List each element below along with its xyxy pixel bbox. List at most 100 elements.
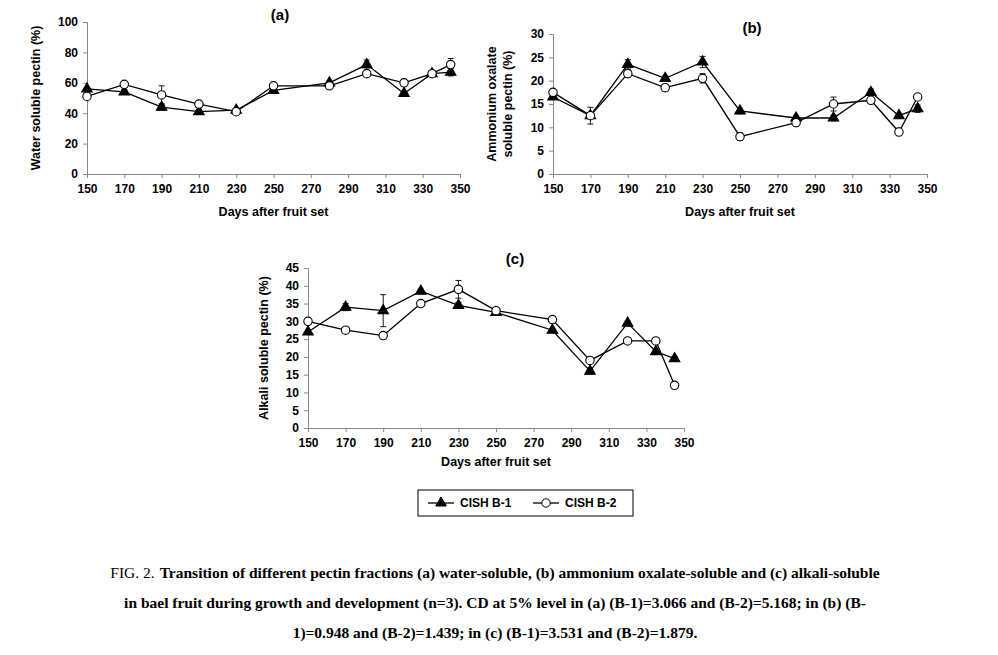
x-tick-mark [458,428,459,432]
x-axis-line [88,175,461,179]
panel: 1501701902102302502702903103303500510152… [485,19,938,219]
data-point [416,285,427,294]
x-tick-label: 230 [693,182,713,196]
y-tick-mark [549,81,553,82]
y-tick: 35 [286,297,308,311]
x-tick: 170 [115,174,135,196]
series-line [308,289,675,385]
x-tick-mark [236,174,237,178]
y-tick-mark [549,174,553,175]
caption-label: FIG. 2. [110,564,154,581]
x-tick-label: 330 [637,436,657,450]
x-tick-label: 350 [450,182,470,196]
panel: 1501701902102302502702903103303500510152… [257,250,695,469]
data-point [547,324,558,333]
x-tick-mark [815,174,816,178]
y-tick-mark [304,428,308,429]
x-axis: 150170190210230250270290310330350 [543,174,937,196]
y-tick-label: 100 [58,15,78,29]
data-point [120,80,128,88]
data-point [622,317,633,326]
y-tick-mark [549,34,553,35]
x-tick: 150 [543,174,563,196]
y-axis-line [304,269,309,429]
y-tick-label: 10 [531,121,545,135]
x-axis-title: Days after fruit set [219,205,330,219]
data-point [325,82,333,90]
x-tick: 330 [637,428,657,450]
y-tick-mark [83,174,87,175]
legend-marker [436,497,447,506]
x-tick-mark [162,174,163,178]
x-tick-mark [348,174,349,178]
data-point [670,381,678,389]
data-point [623,337,631,345]
x-tick-mark [383,428,384,432]
x-tick-label: 310 [599,436,619,450]
data-point [792,118,800,126]
x-tick: 150 [77,174,97,196]
x-tick: 290 [805,174,825,196]
x-tick: 210 [656,174,676,196]
y-tick: 20 [65,137,87,151]
data-point [661,83,669,91]
data-point [585,365,596,374]
data-point [624,69,632,77]
data-point [623,58,634,67]
data-point [697,56,708,65]
y-tick-label: 80 [65,46,79,60]
x-tick-mark [740,174,741,178]
panel-title: (a) [271,6,289,23]
y-tick: 10 [531,121,553,135]
x-tick-mark [534,428,535,432]
x-axis-title: Days after fruit set [441,455,552,469]
y-tick-mark [304,392,308,393]
data-point [660,72,671,81]
y-axis-title: Alkali soluble pectin (%) [257,276,271,420]
x-tick-mark [684,428,685,432]
x-tick: 350 [450,174,470,196]
x-tick-mark [890,174,891,178]
x-tick: 270 [301,174,321,196]
caption-line: in bael fruit during growth and developm… [124,594,866,612]
legend-box [418,490,633,516]
x-tick-label: 150 [77,182,97,196]
data-point [340,301,351,310]
data-point [82,83,93,92]
x-tick-label: 250 [264,182,284,196]
data-point [698,74,706,82]
y-tick: 5 [537,144,553,158]
x-tick-mark [460,174,461,178]
data-point [269,82,277,90]
x-tick-label: 330 [880,182,900,196]
x-tick-mark [646,428,647,432]
y-axis: 051015202530354045 [286,261,309,435]
x-tick: 210 [189,174,209,196]
y-tick-mark [304,304,308,305]
series-line [308,291,675,371]
y-axis-title: soluble pectin (%) [501,51,515,158]
y-tick-label: 0 [71,167,78,181]
x-tick-label: 250 [730,182,750,196]
x-tick-mark [311,174,312,178]
data-point [417,299,425,307]
series-line [87,65,451,112]
y-tick: 15 [286,368,308,382]
y-tick-mark [83,113,87,114]
x-tick-mark [628,174,629,178]
x-tick-mark [385,174,386,178]
data-point [378,305,389,314]
x-tick: 310 [599,428,619,450]
data-point [586,356,594,364]
y-tick-mark [304,286,308,287]
y-tick-label: 0 [292,421,299,435]
legend-label: CISH B-1 [460,496,512,510]
y-tick: 20 [286,350,308,364]
y-tick-mark [83,52,87,53]
series-line [87,65,451,112]
x-tick-label: 270 [768,182,788,196]
y-tick: 30 [531,27,553,41]
x-tick: 290 [339,174,359,196]
x-tick-label: 190 [618,182,638,196]
y-tick-label: 35 [286,297,300,311]
